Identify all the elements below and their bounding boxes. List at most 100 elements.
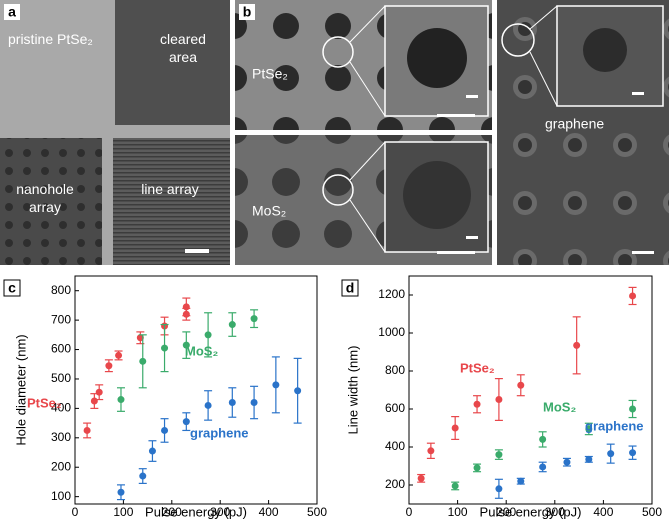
data-point (607, 450, 615, 458)
line-region (113, 138, 230, 265)
data-point (451, 482, 459, 490)
x-tick-label: 300 (210, 505, 230, 519)
data-point (228, 399, 236, 407)
data-point (228, 321, 236, 329)
data-point (451, 424, 459, 432)
x-tick-label: 400 (259, 505, 279, 519)
data-point (105, 362, 113, 370)
x-tick-label: 0 (72, 505, 79, 519)
image-label: graphene (545, 116, 604, 132)
y-tick-label: 200 (51, 459, 71, 473)
data-point (573, 341, 581, 349)
y-axis-title: Line width (nm) (345, 346, 360, 435)
y-tick-label: 200 (385, 477, 405, 491)
nanohole-region (0, 138, 102, 265)
data-point (148, 447, 156, 455)
y-tick-label: 1200 (378, 287, 405, 301)
y-tick-label: 1000 (378, 325, 405, 339)
y-tick-label: 600 (385, 401, 405, 415)
scale-bar (632, 92, 644, 95)
x-tick-label: 500 (307, 505, 327, 519)
panel-label: c (8, 280, 16, 296)
inset-connector (349, 61, 386, 117)
data-point (250, 399, 258, 407)
data-point (629, 449, 637, 457)
x-axis-title: Pulse energy (pJ) (145, 504, 247, 519)
data-point (495, 396, 503, 403)
data-point (417, 474, 425, 482)
data-point (250, 315, 258, 323)
series-label: MoS₂ (543, 399, 576, 414)
panel-label-box (3, 279, 21, 297)
inset-hole (403, 161, 471, 229)
y-tick-label: 400 (385, 439, 405, 453)
panel-label: a (8, 4, 16, 20)
label-box: pristine PtSe₂ (8, 31, 93, 47)
data-point (83, 426, 91, 434)
plot-frame (74, 275, 318, 505)
image-label: cleared area (160, 31, 206, 65)
y-tick-label: 400 (51, 401, 71, 415)
scale-bar (185, 249, 209, 253)
x-tick-label: 300 (545, 505, 565, 519)
series-label: graphene (190, 425, 249, 440)
data-point (517, 381, 525, 389)
data-point (473, 464, 481, 472)
y-tick-label: 500 (51, 371, 71, 385)
data-point (182, 310, 190, 318)
data-point (495, 485, 503, 493)
plot-frame (408, 275, 653, 505)
x-tick-label: 0 (406, 505, 413, 519)
data-point (117, 488, 125, 496)
image-label: MoS₂ (252, 203, 286, 219)
x-tick-label: 400 (593, 505, 613, 519)
panel-label-box (341, 279, 359, 297)
circle-marker (322, 174, 354, 206)
y-tick-label: 300 (51, 430, 71, 444)
data-point (585, 425, 593, 433)
y-axis-title: Hole diameter (nm) (13, 334, 28, 445)
label-box: nanohole array (16, 181, 74, 215)
series-label: MoS₂ (185, 343, 218, 358)
circle-marker (322, 36, 354, 68)
x-tick-label: 200 (496, 505, 516, 519)
x-axis-title: Pulse energy (pJ) (480, 504, 582, 519)
data-point (182, 418, 190, 426)
data-point (294, 387, 302, 395)
panel-label-box (4, 4, 20, 20)
data-point (495, 451, 503, 459)
panel-label: d (346, 280, 355, 296)
data-point (629, 405, 637, 413)
scale-bar (466, 95, 478, 98)
y-tick-label: 800 (385, 363, 405, 377)
data-point (139, 357, 147, 365)
y-tick-label: 600 (51, 342, 71, 356)
inset-connector (349, 5, 386, 43)
data-point (473, 400, 481, 408)
panel-label: b (243, 4, 252, 20)
x-tick-label: 100 (113, 505, 133, 519)
x-tick-label: 500 (642, 505, 662, 519)
series-label: graphene (585, 418, 644, 433)
data-point (182, 341, 190, 349)
y-tick-label: 100 (51, 489, 71, 503)
data-point (115, 351, 123, 359)
scale-bar (632, 251, 654, 254)
inset-hole (407, 28, 467, 88)
cleared-region (115, 0, 230, 125)
data-point (539, 463, 547, 471)
charts: c0 100 200 300 400 50010020030040050060070080… (3, 275, 662, 519)
scale-bar (437, 251, 475, 254)
image-label: nanohole array (16, 181, 74, 215)
label-box: line array (141, 181, 199, 197)
panel-a: a pristine PtSe₂ cleared area nanohole a… (0, 0, 230, 265)
data-point (95, 388, 103, 396)
data-point (136, 334, 144, 342)
x-tick-label: 200 (162, 505, 182, 519)
label-box: cleared area (160, 31, 206, 65)
data-point (90, 397, 98, 405)
data-point (585, 455, 593, 463)
data-point (272, 381, 280, 389)
image-label: line array (141, 181, 199, 197)
